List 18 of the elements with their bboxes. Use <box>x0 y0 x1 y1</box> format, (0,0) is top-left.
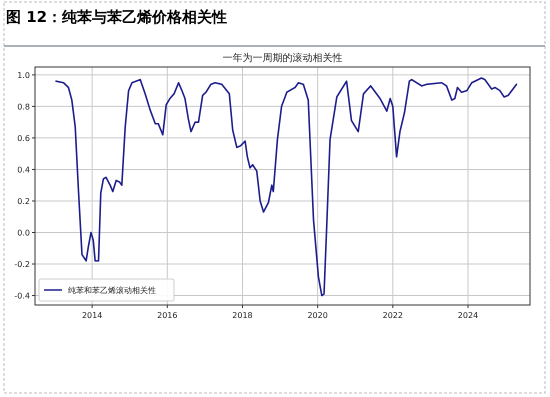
line-series <box>55 77 518 296</box>
y-tick-label: -0.2 <box>14 260 30 270</box>
y-tick-label: 0.4 <box>17 165 30 174</box>
y-tick-label: -0.4 <box>14 292 30 301</box>
y-tick-label: 0.6 <box>17 134 30 143</box>
chart-title: 图 12：纯苯与苯乙烯价格相关性 <box>6 8 228 26</box>
chart-subtitle: 一年为一周期的滚动相关性 <box>222 52 342 64</box>
x-tick-label: 2020 <box>307 311 328 320</box>
x-tick-label: 2018 <box>232 311 253 320</box>
y-tick-label: 1.0 <box>17 70 30 80</box>
y-tick-label: 0.0 <box>17 228 30 238</box>
x-tick-label: 2024 <box>458 311 478 320</box>
x-tick-label: 2022 <box>382 311 403 320</box>
x-tick-label: 2014 <box>82 311 102 320</box>
y-tick-label: 0.2 <box>17 196 30 206</box>
y-tick-label: 0.8 <box>17 102 30 112</box>
legend-label: 纯苯和苯乙烯滚动相关性 <box>68 286 156 295</box>
x-tick-label: 2016 <box>157 311 178 320</box>
